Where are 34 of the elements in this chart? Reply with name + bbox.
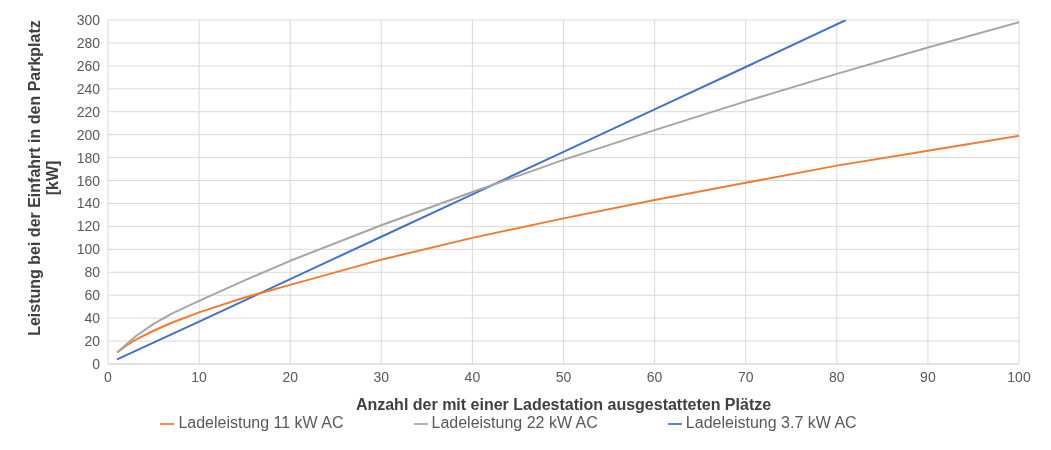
legend-label: Ladeleistung 22 kW AC [431, 414, 598, 431]
y-tick-label: 120 [76, 218, 101, 235]
y-tick-label: 160 [76, 172, 101, 189]
x-tick-label: 100 [1007, 368, 1031, 385]
line-series [116, 21, 1019, 354]
y-tick-label: 260 [76, 57, 101, 74]
x-tick-label: 0 [104, 368, 113, 385]
x-tick-label: 90 [920, 368, 936, 385]
x-tick-label: 60 [646, 368, 663, 385]
y-tick-label: 140 [76, 195, 101, 212]
y-tick-label: 220 [76, 103, 101, 120]
y-tick-label: 280 [76, 34, 101, 51]
y-axis-title: Leistung bei der Einfahrt in den Parkplatz [kW] [26, 19, 62, 338]
y-tick-label: 40 [84, 310, 101, 327]
y-tick-label: 200 [76, 126, 101, 143]
y-tick-label: 80 [84, 264, 101, 281]
legend-label: Ladeleistung 11 kW AC [178, 414, 344, 431]
y-tick-label: 240 [76, 80, 101, 97]
x-tick-label: 30 [373, 368, 390, 385]
x-tick-label: 40 [464, 368, 481, 385]
y-tick-label: 0 [92, 355, 101, 372]
legend-label: Ladeleistung 3.7 kW AC [685, 414, 857, 431]
y-tick-label: 100 [76, 241, 101, 258]
x-tick-label: 80 [829, 368, 845, 385]
x-tick-label: 70 [737, 368, 754, 385]
y-tick-label: 20 [84, 333, 101, 350]
x-tick-label: 10 [191, 368, 208, 385]
y-tick-label: 300 [76, 11, 101, 28]
x-tick-label: 20 [282, 368, 299, 385]
y-tick-label: 60 [84, 287, 101, 304]
x-tick-label: 50 [555, 368, 572, 385]
x-axis-title: Anzahl der mit einer Ladestation ausgestatteten Plätze [355, 396, 772, 413]
y-tick-label: 180 [76, 149, 101, 166]
line-series [116, 20, 847, 361]
